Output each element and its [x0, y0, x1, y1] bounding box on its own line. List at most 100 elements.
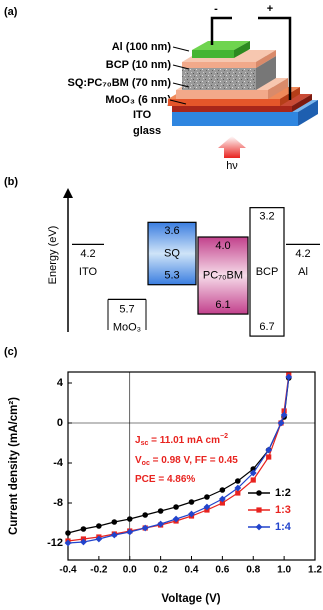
layer-side [256, 50, 276, 68]
energy-band [249, 207, 285, 337]
leader [172, 64, 190, 70]
marker [277, 419, 285, 427]
annotation-part: = 0.98 V, FF = 0.45 [150, 455, 238, 466]
material-name: ITO [79, 266, 98, 278]
level-value: 6.7 [259, 321, 274, 333]
marker [110, 531, 118, 539]
marker [266, 454, 272, 460]
electrode-sign: + [267, 3, 273, 15]
level-value: 4.2 [295, 248, 310, 260]
annotation: Jsc = 11.01 mA cm−2 [135, 433, 228, 447]
layer-front [182, 62, 256, 68]
marker [126, 528, 134, 536]
annotation-part: sc [141, 440, 149, 447]
x-tick-label: 0.8 [246, 565, 260, 576]
axis-arrow [63, 188, 73, 198]
layer-side [298, 100, 318, 126]
marker [235, 478, 241, 484]
y-tick-label: -4 [53, 457, 64, 469]
y-tick-label: 4 [57, 377, 64, 389]
layer-front [172, 112, 298, 126]
panel-b: (b) Energy (eV) 4.2 ITO 5.7 MoO₃ 3.6 5.3 SQ 4.0… [4, 176, 320, 337]
marker [173, 504, 179, 510]
level-value: 4.0 [215, 240, 230, 252]
level-value: 3.6 [164, 225, 179, 237]
panel-c: (c) Current density (mA/cm²) Voltage (V)… [4, 346, 322, 605]
y-tick-label: -8 [53, 497, 63, 509]
marker [142, 512, 148, 518]
layer-side [256, 56, 276, 90]
panel-label: (c) [4, 346, 18, 358]
marker [188, 499, 195, 505]
marker [249, 469, 257, 477]
marker [235, 490, 241, 496]
marker [256, 490, 262, 496]
x-axis-label: Voltage (V) [161, 593, 220, 605]
level-value: 5.7 [119, 303, 134, 315]
marker [80, 526, 87, 532]
marker [95, 535, 103, 543]
level-value: 6.1 [215, 299, 230, 311]
marker [256, 507, 262, 513]
panel-a: (a) Al (100 nm) BCP (10 nm) SQ:PC₇₀BM (7… [4, 3, 318, 172]
layer-front [168, 99, 280, 106]
annotation-part: V [135, 455, 142, 466]
x-tick-label: 0.0 [123, 565, 137, 576]
annotation: Voc = 0.98 V, FF = 0.45 [135, 455, 238, 467]
material-name: MoO₃ [113, 321, 141, 333]
layer-label: Al (100 nm) [112, 41, 172, 53]
y-tick-label: -12 [47, 537, 63, 549]
wire [258, 16, 292, 100]
energy-band [147, 221, 197, 286]
marker [65, 530, 71, 536]
x-tick-label: -0.2 [90, 565, 108, 576]
marker [157, 508, 164, 514]
layer-side [268, 78, 288, 99]
y-axis-label: Current density (mA/cm²) [8, 397, 20, 535]
material-name: BCP [256, 266, 279, 278]
marker [157, 520, 165, 528]
electrode-sign: - [214, 3, 218, 15]
marker [96, 523, 102, 529]
marker [172, 515, 180, 523]
leader [172, 46, 190, 52]
marker [219, 487, 226, 493]
layer-front [182, 68, 256, 90]
marker [255, 523, 263, 531]
x-tick-label: -0.4 [59, 565, 77, 576]
marker [285, 373, 293, 381]
energy-band [197, 236, 249, 315]
light-arrow [218, 136, 246, 158]
leader [169, 99, 187, 105]
material-name: PC₇₀BM [203, 269, 243, 281]
annotation-part: PCE = 4.86% [135, 474, 195, 485]
x-tick-label: 1.0 [277, 565, 291, 576]
layer-label: BCP (10 nm) [106, 59, 172, 71]
x-tick-label: 0.2 [154, 565, 168, 576]
marker [80, 538, 87, 546]
marker [218, 495, 226, 503]
layer-side [234, 41, 250, 58]
layer-top [192, 41, 250, 50]
marker [111, 519, 118, 525]
layer-front [172, 106, 292, 112]
legend-label: 1:3 [275, 504, 291, 516]
x-tick-label: 1.2 [308, 565, 322, 576]
marker [234, 484, 242, 492]
panel-label: (a) [4, 6, 18, 18]
annotation-part: −2 [220, 433, 228, 440]
annotation-part: oc [142, 460, 150, 467]
light-label: hν [226, 160, 238, 172]
layer-label: MoO₃ (6 nm) [105, 94, 171, 106]
marker [126, 516, 133, 522]
x-tick-label: 0.6 [215, 565, 229, 576]
marker [188, 510, 195, 518]
level-value: 4.2 [80, 248, 95, 260]
marker [280, 411, 288, 419]
material-name: Al [298, 266, 308, 278]
level-value: 3.2 [259, 211, 274, 223]
layer-label: SQ:PC₇₀BM (70 nm) [68, 77, 172, 89]
legend-label: 1:2 [275, 487, 291, 499]
annotation-part: = 11.01 mA cm [148, 435, 220, 446]
